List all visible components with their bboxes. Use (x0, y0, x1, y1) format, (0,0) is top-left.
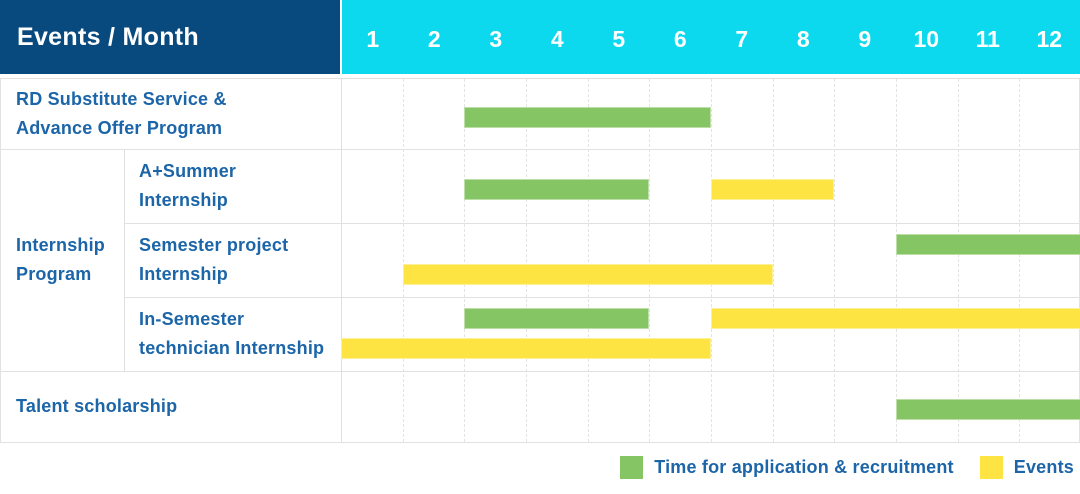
month-grid-line (464, 79, 466, 442)
month-label: 10 (913, 26, 940, 52)
header-title: Events / Month (17, 22, 199, 51)
month-label: 4 (550, 26, 564, 52)
months-header: 1 2 3 4 5 6 7 8 9 10 11 12 (342, 0, 1080, 74)
legend-item-event: Events (979, 456, 1074, 479)
month-label: 12 (1036, 26, 1063, 52)
row-divider (1, 149, 1080, 150)
row-label: A+Summer Internship (139, 161, 237, 210)
legend-swatch-event (979, 456, 1003, 479)
legend-label: Time for application & recruitment (654, 457, 954, 477)
row-divider (124, 223, 1080, 224)
month-label: 3 (489, 26, 503, 52)
bar-application (464, 179, 650, 200)
group-column-divider (124, 149, 125, 371)
month-label: 9 (858, 26, 872, 52)
bar-event (711, 179, 835, 200)
month-label: 7 (735, 26, 749, 52)
month-label: 8 (796, 26, 810, 52)
month-grid-line (834, 79, 836, 442)
month-grid-line (402, 79, 404, 442)
gantt-body: Internship Program RD Substitute Service … (0, 78, 1080, 443)
bar-event (341, 338, 711, 359)
row-divider (1, 371, 1080, 372)
month-grid-line (772, 79, 774, 442)
row-label: Talent scholarship (16, 396, 178, 417)
bar-application (464, 107, 711, 128)
row-label: In-Semester technician Internship (139, 309, 325, 358)
bar-event (402, 264, 773, 285)
row-divider (124, 297, 1080, 298)
month-grid-line (957, 79, 959, 442)
month-grid-line (711, 79, 712, 442)
row-label: Semester project Internship (139, 235, 289, 284)
month-grid-line (649, 79, 651, 442)
legend-swatch-application (620, 456, 644, 479)
bar-event (711, 308, 1080, 329)
label-column-divider (341, 79, 342, 442)
bar-application (464, 308, 650, 329)
header-title-cell: Events / Month (0, 0, 340, 74)
legend-item-application: Time for application & recruitment (620, 456, 954, 479)
legend-label: Events (1013, 457, 1074, 477)
month-label: 2 (427, 26, 441, 52)
month-grid-line (526, 79, 527, 442)
group-label: Internship Program (16, 235, 106, 284)
month-label: 5 (612, 26, 626, 52)
month-grid-line (1019, 79, 1021, 442)
bar-application (896, 399, 1080, 420)
month-grid-line (896, 79, 897, 442)
row-label: RD Substitute Service & Advance Offer Pr… (16, 89, 227, 138)
month-label: 11 (975, 26, 1000, 52)
month-grid-line (587, 79, 589, 442)
month-label: 1 (366, 26, 380, 52)
legend: Time for application & recruitment Events (620, 441, 1074, 494)
bar-application (896, 234, 1080, 255)
month-label: 6 (673, 26, 687, 52)
